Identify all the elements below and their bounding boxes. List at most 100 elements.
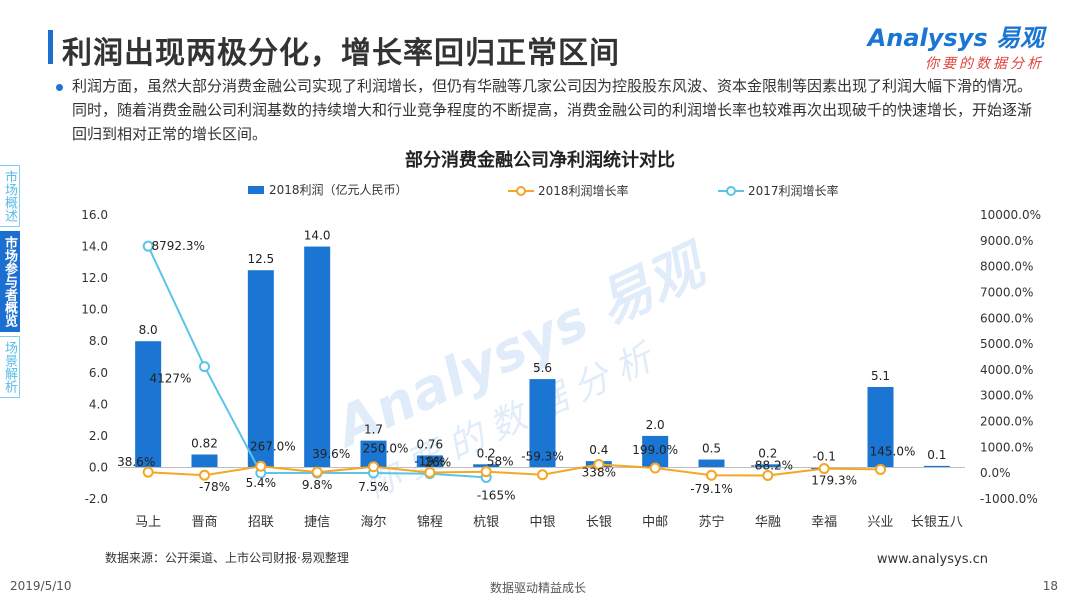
right-axis-tick-label: 2000.0% bbox=[980, 415, 1033, 429]
series-point-2018 bbox=[706, 469, 717, 481]
footer-date: 2019/5/10 bbox=[10, 579, 72, 593]
x-axis-category-label: 中邮 bbox=[642, 515, 668, 530]
right-axis-tick-label: -1000.0% bbox=[980, 492, 1038, 506]
series-label-2018: 58% bbox=[487, 455, 514, 469]
series-point-2018 bbox=[649, 462, 661, 474]
footer-slogan: 数据驱动精益成长 bbox=[490, 581, 587, 595]
bar-2018-profit bbox=[473, 464, 500, 468]
bar-2018-profit bbox=[923, 465, 950, 468]
series-point-2018 bbox=[368, 461, 379, 473]
bar-data-label: 0.4 bbox=[589, 443, 608, 457]
data-source-note: 数据来源：公开渠道、上市公司财报·易观整理 bbox=[105, 551, 349, 565]
bar-data-label: 5.1 bbox=[871, 369, 890, 383]
bar-2018-profit bbox=[304, 246, 331, 468]
bar-2018-profit bbox=[191, 454, 218, 468]
series-point-2018 bbox=[593, 458, 605, 470]
series-point-2017 bbox=[199, 361, 210, 373]
legend-label-bar: 2018利润（亿元人民币） bbox=[269, 182, 408, 197]
bar-data-label: 1.7 bbox=[364, 423, 383, 437]
x-axis-category-label: 华融 bbox=[755, 515, 781, 530]
series-point-2018 bbox=[424, 467, 436, 479]
x-axis-category-label: 杭银 bbox=[473, 515, 499, 530]
bar-data-label: -0.1 bbox=[812, 449, 835, 463]
series-label-2018: -78% bbox=[199, 480, 230, 494]
left-axis-tick-label: 6.0 bbox=[89, 366, 108, 380]
series-point-2018 bbox=[255, 460, 267, 472]
series-label-2018: -88.2% bbox=[751, 458, 793, 472]
brand-logo: Analysys 易观 你要的数据分析 bbox=[868, 18, 1044, 73]
right-axis-tick-label: 7000.0% bbox=[980, 285, 1033, 299]
side-nav-item-scenarios[interactable]: 场景解析 bbox=[0, 336, 20, 398]
left-axis-tick-label: 16.0 bbox=[81, 208, 108, 222]
series-label-2018: -59.3% bbox=[521, 450, 563, 464]
series-label-2018: 267.0% bbox=[250, 439, 296, 453]
bar-2018-profit bbox=[135, 341, 162, 468]
series-label-2018: 250.0% bbox=[363, 442, 409, 456]
x-axis-category-label: 幸福 bbox=[811, 515, 837, 530]
series-label-2017: 4127% bbox=[150, 372, 192, 386]
bar-2018-profit bbox=[754, 464, 781, 468]
series-label-2018: 39.6% bbox=[312, 447, 350, 461]
bar-data-label: 0.82 bbox=[191, 437, 218, 451]
x-axis-category-label: 捷信 bbox=[304, 515, 330, 530]
bar-data-label: 0.1 bbox=[927, 448, 946, 462]
side-nav-item-participants[interactable]: 市场参与者概览 bbox=[0, 231, 20, 332]
x-axis-category-label: 招联 bbox=[248, 515, 274, 530]
left-axis-tick-label: 8.0 bbox=[89, 334, 108, 348]
left-axis-tick-label: 12.0 bbox=[81, 271, 108, 285]
right-axis-tick-label: 0.0% bbox=[980, 466, 1011, 480]
series-point-2018 bbox=[480, 466, 492, 478]
x-axis-category-label: 长银五八 bbox=[911, 515, 963, 530]
series-point-2018 bbox=[537, 469, 548, 481]
series-point-2018 bbox=[762, 469, 774, 481]
x-axis-category-label: 锦程 bbox=[417, 515, 443, 530]
bar-2018-profit bbox=[529, 379, 556, 468]
bar-data-label: 0.2 bbox=[758, 446, 777, 460]
series-label-2018: -79.1% bbox=[690, 482, 732, 496]
bar-data-label: 0.5 bbox=[702, 442, 721, 456]
series-point-2017 bbox=[142, 240, 154, 252]
logo-tagline: 你要的数据分析 bbox=[925, 56, 1044, 72]
series-label-2017: 8792.3% bbox=[151, 239, 204, 253]
side-nav-item-overview[interactable]: 市场概述 bbox=[0, 165, 20, 227]
website-url[interactable]: www.analysys.cn bbox=[876, 552, 988, 567]
series-point-2018 bbox=[311, 466, 323, 478]
left-axis-tick-label: -2.0 bbox=[85, 492, 108, 506]
left-axis-tick-label: 0.0 bbox=[89, 460, 108, 474]
left-axis-tick-label: 14.0 bbox=[81, 240, 108, 254]
x-axis-category-label: 晋商 bbox=[191, 515, 217, 530]
legend-marker-2018 bbox=[516, 186, 526, 196]
series-label-2018: 179.3% bbox=[811, 474, 857, 488]
bar-2018-profit bbox=[416, 455, 443, 468]
left-axis-tick-label: 2.0 bbox=[89, 429, 108, 443]
title-accent-bar bbox=[48, 30, 53, 64]
bar-data-label: 14.0 bbox=[304, 229, 331, 243]
bar-data-label: 2.0 bbox=[646, 418, 665, 432]
right-axis-tick-label: 1000.0% bbox=[980, 440, 1033, 454]
x-axis-category-label: 苏宁 bbox=[698, 514, 724, 530]
bar-data-label: 5.6 bbox=[533, 361, 552, 375]
side-nav: 市场概述 市场参与者概览 场景解析 bbox=[0, 165, 22, 402]
x-axis-category-label: 长银 bbox=[586, 515, 612, 530]
right-axis-tick-label: 10000.0% bbox=[980, 208, 1041, 222]
series-point-2018 bbox=[199, 469, 210, 481]
page-number: 18 bbox=[1042, 579, 1058, 593]
bar-data-label: 8.0 bbox=[139, 323, 158, 337]
series-label-2018: 199.0% bbox=[632, 443, 678, 457]
bar-data-label: 12.5 bbox=[247, 252, 274, 266]
series-label-2017: -165% bbox=[477, 488, 516, 502]
left-axis-tick-label: 10.0 bbox=[81, 303, 108, 317]
x-axis-category-label: 海尔 bbox=[360, 515, 386, 530]
right-axis-tick-label: 4000.0% bbox=[980, 363, 1033, 377]
series-label-2018: 26% bbox=[424, 456, 451, 470]
page-title: 利润出现两极分化，增长率回归正常区间 bbox=[62, 36, 620, 71]
series-label-2017: -19% bbox=[414, 455, 445, 469]
right-axis-tick-label: 5000.0% bbox=[980, 337, 1033, 351]
chart-title: 部分消费金融公司净利润统计对比 bbox=[405, 149, 675, 171]
bullet-icon bbox=[56, 84, 63, 91]
series-label-2018: 38.6% bbox=[117, 455, 155, 469]
legend-label-2018: 2018利润增长率 bbox=[538, 183, 629, 198]
series-label-2017: 5.4% bbox=[246, 476, 277, 490]
x-axis-category-label: 兴业 bbox=[867, 515, 893, 530]
bar-data-label: 0.76 bbox=[416, 437, 443, 451]
